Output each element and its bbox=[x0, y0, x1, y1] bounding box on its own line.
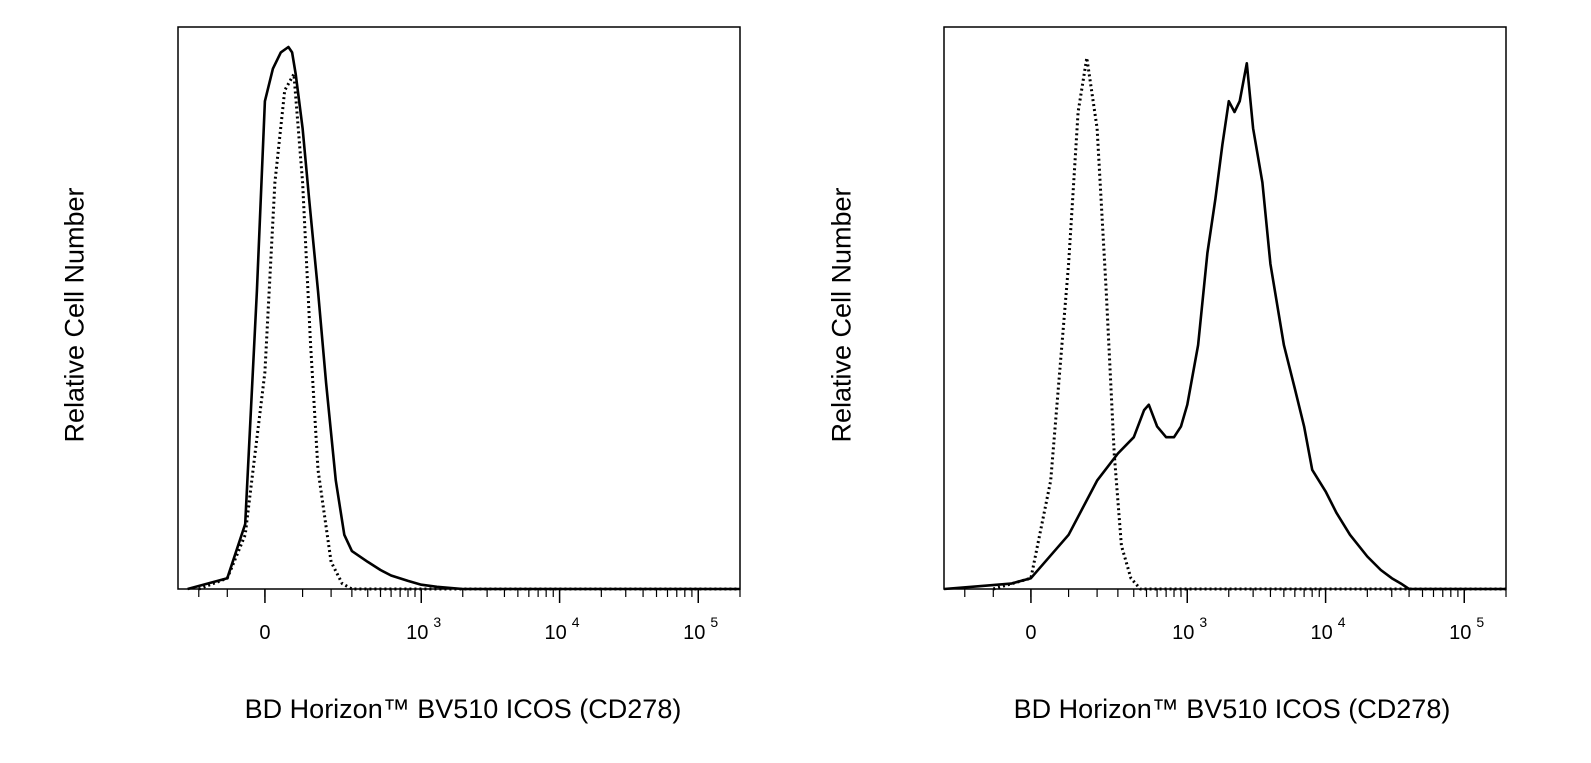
histogram-panel-right: Relative Cell Number BD Horizon™ BV510 I… bbox=[790, 0, 1591, 763]
histogram-plot-left: 0 10 3 10 4 10 5 bbox=[177, 26, 741, 644]
x-tick-label-exponent: 4 bbox=[1338, 614, 1346, 630]
x-tick-label-exponent: 5 bbox=[710, 614, 718, 630]
plot-frame bbox=[177, 26, 741, 590]
histogram-curve-solid bbox=[187, 45, 740, 591]
x-tick-label-exponent: 5 bbox=[1476, 614, 1484, 630]
x-axis-label: BD Horizon™ BV510 ICOS (CD278) bbox=[1013, 694, 1451, 724]
x-tick-label-exponent: 4 bbox=[572, 614, 580, 630]
histogram-plot-right: 0 10 3 10 4 10 5 bbox=[943, 26, 1507, 644]
x-axis-label: BD Horizon™ BV510 ICOS (CD278) bbox=[244, 694, 682, 724]
x-tick-label: 10 bbox=[683, 622, 705, 644]
x-tick-label: 10 bbox=[1449, 622, 1471, 644]
x-tick-label: 10 bbox=[1172, 622, 1194, 644]
x-tick-label: 10 bbox=[406, 622, 428, 644]
histogram-panel-left: Relative Cell Number BD Horizon™ BV510 I… bbox=[0, 0, 790, 763]
histogram-curve-solid bbox=[943, 62, 1506, 591]
x-tick-label: 10 bbox=[1310, 622, 1332, 644]
x-tick-label: 10 bbox=[544, 622, 566, 644]
x-tick-label-exponent: 3 bbox=[433, 614, 441, 630]
x-tick-label: 0 bbox=[259, 622, 270, 644]
x-tick-label: 0 bbox=[1025, 622, 1036, 644]
histogram-curve-dotted bbox=[992, 56, 1506, 591]
plot-frame bbox=[943, 26, 1507, 590]
histogram-curve-dotted bbox=[198, 72, 740, 591]
x-tick-label-exponent: 3 bbox=[1199, 614, 1207, 630]
